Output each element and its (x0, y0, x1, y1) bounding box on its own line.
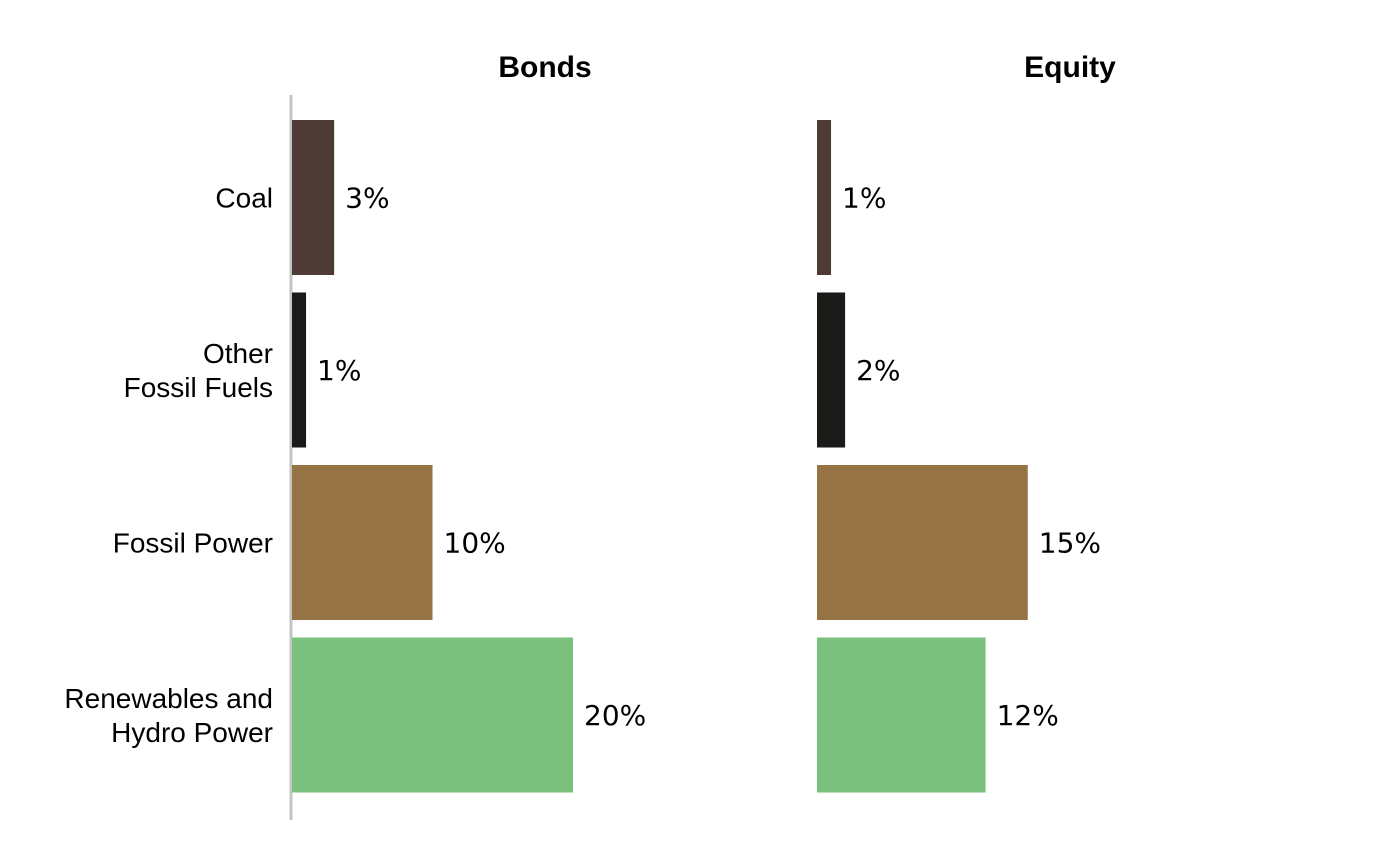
panel-title: Equity (1024, 51, 1116, 84)
bar-equity-coal (817, 120, 832, 275)
data-label-bonds-other-fossil-fuels: 1% (317, 354, 361, 387)
bar-equity-fossil-power (817, 465, 1028, 620)
category-label-line: Hydro Power (111, 717, 273, 748)
data-label-bonds-coal: 3% (345, 182, 389, 215)
bar-equity-renewables-and-hydro-power (817, 637, 986, 793)
panel-equity: Equity 1% 2% 15% 12% (817, 51, 1116, 793)
bar-bonds-coal (292, 120, 335, 275)
data-label-equity-coal: 1% (842, 182, 886, 215)
data-label-bonds-fossil-power: 10% (444, 527, 506, 560)
data-label-bonds-renewables-and-hydro-power: 20% (584, 699, 646, 732)
category-label-other-fossil-fuels: Other Fossil Fuels (124, 338, 273, 403)
category-label-line: Fossil Power (113, 528, 273, 559)
category-label-line: Other (203, 338, 273, 369)
data-label-equity-fossil-power: 15% (1039, 527, 1101, 560)
category-label-renewables-and-hydro-power: Renewables and Hydro Power (64, 683, 273, 748)
bar-equity-other-fossil-fuels (817, 292, 846, 448)
category-label-coal: Coal (215, 183, 273, 214)
data-label-equity-renewables-and-hydro-power: 12% (997, 699, 1059, 732)
category-label-line: Fossil Fuels (124, 372, 273, 403)
category-label-line: Coal (215, 183, 273, 214)
panel-bonds: Bonds 3% 1% 10% 20% (292, 51, 646, 793)
category-labels: Coal Other Fossil Fuels Fossil Power Renewab… (64, 183, 273, 749)
bar-bonds-other-fossil-fuels (292, 292, 307, 448)
bar-bonds-renewables-and-hydro-power (292, 637, 573, 793)
panel-title: Bonds (498, 51, 591, 84)
bar-bonds-fossil-power (292, 465, 433, 620)
chart-panels: Bonds 3% 1% 10% 20% Equity 1% 2% 15% 12% (292, 51, 1116, 793)
category-label-fossil-power: Fossil Power (113, 528, 273, 559)
data-label-equity-other-fossil-fuels: 2% (856, 354, 900, 387)
category-label-line: Renewables and (64, 683, 273, 714)
